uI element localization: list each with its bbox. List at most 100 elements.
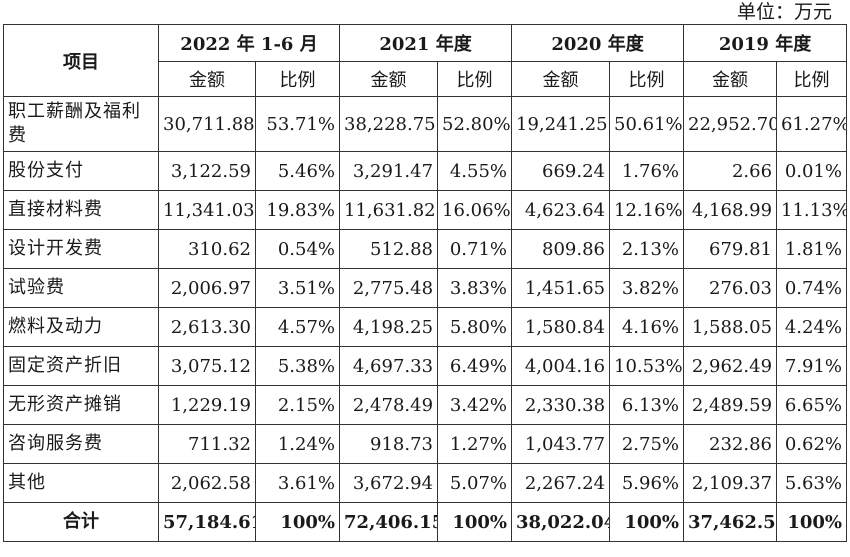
amount-cell: 4,004.16 bbox=[511, 346, 611, 386]
header-ratio: 比例 bbox=[609, 61, 685, 97]
amount-cell: 711.32 bbox=[158, 424, 256, 464]
ratio-cell: 16.06% bbox=[437, 190, 513, 230]
table-row: 直接材料费 11,341.03 19.83% 11,631.82 16.06% 4,623… bbox=[3, 190, 848, 230]
ratio-cell: 1.27% bbox=[437, 424, 513, 464]
ratio-cell: 5.07% bbox=[437, 463, 513, 503]
header-period-2022h1: 2022 年 1-6 月 bbox=[157, 24, 341, 62]
ratio-cell: 4.24% bbox=[776, 307, 848, 347]
ratio-cell: 5.80% bbox=[437, 307, 513, 347]
amount-cell: 2,775.48 bbox=[339, 268, 439, 308]
ratio-cell: 0.54% bbox=[254, 229, 341, 269]
amount-cell: 19,241.25 bbox=[511, 96, 611, 152]
amount-cell: 2,489.59 bbox=[683, 385, 778, 425]
amount-cell: 38,228.75 bbox=[339, 96, 439, 152]
ratio-cell: 3.61% bbox=[254, 463, 341, 503]
amount-cell: 1,588.05 bbox=[683, 307, 778, 347]
amount-cell: 3,075.12 bbox=[158, 346, 256, 386]
row-label: 直接材料费 bbox=[3, 190, 159, 230]
amount-cell: 22,952.70 bbox=[683, 96, 778, 152]
amount-cell: 1,043.77 bbox=[511, 424, 611, 464]
ratio-cell: 1.81% bbox=[776, 229, 848, 269]
amount-cell: 232.86 bbox=[683, 424, 778, 464]
ratio-cell: 3.51% bbox=[254, 268, 341, 308]
ratio-cell: 3.83% bbox=[437, 268, 513, 308]
header-amount: 金额 bbox=[683, 61, 778, 97]
ratio-cell: 6.49% bbox=[437, 346, 513, 386]
amount-cell: 11,631.82 bbox=[339, 190, 439, 230]
amount-cell: 11,341.03 bbox=[158, 190, 256, 230]
amount-cell: 4,198.25 bbox=[339, 307, 439, 347]
amount-cell: 2,109.37 bbox=[683, 463, 778, 503]
row-label: 燃料及动力 bbox=[3, 307, 159, 347]
table-row: 固定资产折旧 3,075.12 5.38% 4,697.33 6.49% 4,004.16… bbox=[3, 346, 848, 386]
table-row: 试验费 2,006.97 3.51% 2,775.48 3.83% 1,451.65 3.8… bbox=[3, 268, 848, 308]
ratio-cell: 100% bbox=[609, 502, 685, 542]
ratio-cell: 0.71% bbox=[437, 229, 513, 269]
amount-cell: 918.73 bbox=[339, 424, 439, 464]
ratio-cell: 5.96% bbox=[609, 463, 685, 503]
ratio-cell: 2.13% bbox=[609, 229, 685, 269]
table-row: 职工薪酬及福利费 30,711.88 53.71% 38,228.75 52.80% 19… bbox=[3, 96, 848, 152]
row-label: 设计开发费 bbox=[3, 229, 159, 269]
amount-cell: 2.66 bbox=[683, 151, 778, 191]
amount-cell: 809.86 bbox=[511, 229, 611, 269]
ratio-cell: 11.13% bbox=[776, 190, 848, 230]
ratio-cell: 2.75% bbox=[609, 424, 685, 464]
amount-cell: 38,022.04 bbox=[511, 502, 611, 542]
amount-cell: 1,229.19 bbox=[158, 385, 256, 425]
header-row-periods: 项目 2022 年 1-6 月 2021 年度 2020 年度 2019 年度 bbox=[3, 24, 848, 97]
header-amount: 金额 bbox=[158, 61, 256, 97]
ratio-cell: 2.15% bbox=[254, 385, 341, 425]
amount-cell: 512.88 bbox=[339, 229, 439, 269]
header-period-2019: 2019 年度 bbox=[683, 24, 848, 62]
amount-cell: 2,330.38 bbox=[511, 385, 611, 425]
header-ratio: 比例 bbox=[254, 61, 341, 97]
ratio-cell: 5.46% bbox=[254, 151, 341, 191]
amount-cell: 1,580.84 bbox=[511, 307, 611, 347]
ratio-cell: 100% bbox=[437, 502, 513, 542]
ratio-cell: 6.13% bbox=[609, 385, 685, 425]
table-row: 设计开发费 310.62 0.54% 512.88 0.71% 809.86 2.13% 67… bbox=[3, 229, 848, 269]
ratio-cell: 0.01% bbox=[776, 151, 848, 191]
amount-cell: 4,697.33 bbox=[339, 346, 439, 386]
amount-cell: 2,962.49 bbox=[683, 346, 778, 386]
table-row: 燃料及动力 2,613.30 4.57% 4,198.25 5.80% 1,580.84 4… bbox=[3, 307, 848, 347]
amount-cell: 57,184.61 bbox=[158, 502, 256, 542]
table-row: 无形资产摊销 1,229.19 2.15% 2,478.49 3.42% 2,330.38… bbox=[3, 385, 848, 425]
amount-cell: 72,406.15 bbox=[339, 502, 439, 542]
amount-cell: 4,623.64 bbox=[511, 190, 611, 230]
ratio-cell: 61.27% bbox=[776, 96, 848, 152]
amount-cell: 4,168.99 bbox=[683, 190, 778, 230]
ratio-cell: 12.16% bbox=[609, 190, 685, 230]
header-row-sub: 金额 比例 金额 比例 金额 比例 金额 比例 bbox=[4, 61, 848, 97]
row-label: 合计 bbox=[3, 502, 159, 542]
ratio-cell: 4.57% bbox=[254, 307, 341, 347]
ratio-cell: 0.74% bbox=[776, 268, 848, 308]
row-label: 职工薪酬及福利费 bbox=[3, 96, 159, 152]
ratio-cell: 52.80% bbox=[437, 96, 513, 152]
ratio-cell: 5.63% bbox=[776, 463, 848, 503]
amount-cell: 2,062.58 bbox=[158, 463, 256, 503]
header-period-2020: 2020 年度 bbox=[511, 24, 685, 62]
ratio-cell: 1.76% bbox=[609, 151, 685, 191]
amount-cell: 276.03 bbox=[683, 268, 778, 308]
ratio-cell: 50.61% bbox=[609, 96, 685, 152]
amount-cell: 310.62 bbox=[158, 229, 256, 269]
ratio-cell: 7.91% bbox=[776, 346, 848, 386]
ratio-cell: 3.82% bbox=[609, 268, 685, 308]
amount-cell: 2,006.97 bbox=[158, 268, 256, 308]
amount-cell: 3,672.94 bbox=[339, 463, 439, 503]
row-label: 试验费 bbox=[3, 268, 159, 308]
row-label: 咨询服务费 bbox=[3, 424, 159, 464]
ratio-cell: 53.71% bbox=[254, 96, 341, 152]
ratio-cell: 5.38% bbox=[254, 346, 341, 386]
ratio-cell: 100% bbox=[254, 502, 341, 542]
ratio-cell: 6.65% bbox=[776, 385, 848, 425]
amount-cell: 1,451.65 bbox=[511, 268, 611, 308]
amount-cell: 669.24 bbox=[511, 151, 611, 191]
amount-cell: 2,267.24 bbox=[511, 463, 611, 503]
header-amount: 金额 bbox=[511, 61, 611, 97]
header-amount: 金额 bbox=[339, 61, 439, 97]
amount-cell: 3,291.47 bbox=[339, 151, 439, 191]
amount-cell: 30,711.88 bbox=[158, 96, 256, 152]
